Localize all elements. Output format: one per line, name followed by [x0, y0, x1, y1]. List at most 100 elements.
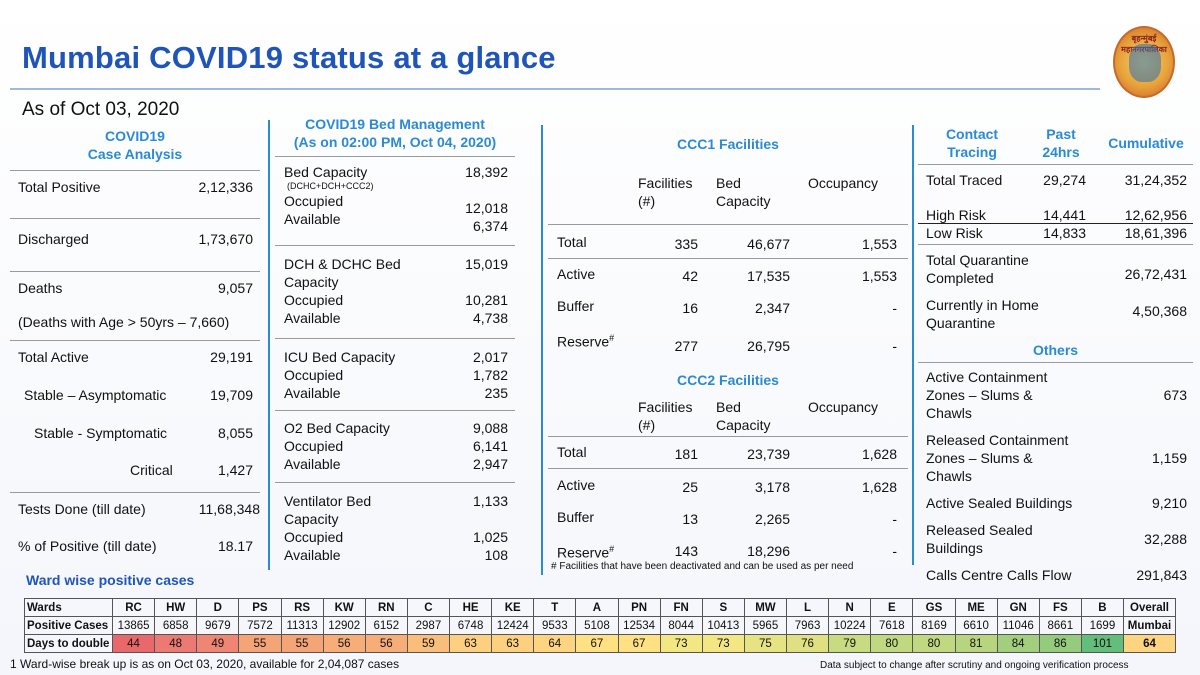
ccc1-total-occupancy: 1,553: [861, 236, 897, 252]
overall-header-cell: Overall: [1123, 598, 1176, 617]
bed-available-value: 6,374: [472, 218, 508, 234]
tq-value: 26,72,431: [1124, 266, 1187, 282]
total-positive-value: 2,12,336: [198, 179, 254, 195]
total-active-value: 29,191: [210, 349, 253, 365]
ccc2-buffer-facilities: 13: [682, 511, 698, 527]
ward-name-cell: RS: [280, 598, 324, 617]
ward-positive-cell: 13865: [111, 616, 156, 635]
ward-positive-cell: 1699: [1080, 616, 1125, 635]
ward-positive-cell: 12534: [617, 616, 661, 635]
logo-text: बृहन्मुंबई महानगरपालिका: [1121, 34, 1167, 54]
ccc2-reserve-occupancy: -: [892, 543, 897, 559]
ward-name-cell: HE: [448, 598, 493, 617]
ward-positive-cell: 6610: [954, 616, 998, 635]
bed-capacity-label: Bed Capacity: [284, 164, 368, 180]
past-24hrs-heading: Past 24hrs: [1030, 125, 1092, 161]
dch-occupied-value: 10,281: [465, 292, 508, 308]
ward-positive-cell: 5965: [743, 616, 788, 635]
tq-label-1: Total Quarantine: [926, 252, 1029, 268]
ward-name-cell: FN: [659, 598, 703, 617]
as-of-date: As of Oct 03, 2020: [22, 99, 180, 120]
total-positive-label: Total Positive: [18, 179, 101, 195]
high-risk-cumulative: 12,62,956: [1124, 207, 1187, 223]
bed-management-heading: COVID19 Bed Management (As on 02:00 PM, …: [275, 115, 515, 151]
ccc1-reserve-label: Reserve#: [557, 329, 614, 351]
ward-days-cell: 80: [912, 634, 956, 653]
ward-name-cell: FS: [1038, 598, 1082, 617]
ward-positive-cell: 6152: [364, 616, 408, 635]
ward-positive-cell: 9679: [196, 616, 240, 635]
ccc2-total-occupancy: 1,628: [861, 446, 897, 462]
ward-days-cell: 73: [701, 634, 745, 653]
ward-days-cell: 55: [280, 634, 324, 653]
ward-name-cell: A: [575, 598, 619, 617]
ward-positive-cell: 10413: [701, 616, 745, 635]
ward-name-cell: RN: [364, 598, 408, 617]
past-heading-1: Past: [1046, 126, 1076, 142]
ccc1-reserve-bed: 26,795: [747, 338, 790, 354]
bed-heading-2: (As on 02:00 PM, Oct 04, 2020): [293, 134, 497, 150]
dch-capacity-value: 15,019: [465, 256, 508, 272]
o2-available-label: Available: [284, 456, 341, 472]
ward-positive-cell: 11313: [280, 616, 324, 635]
ccc1-active-occupancy: 1,553: [861, 268, 897, 284]
bmc-logo: बृहन्मुंबई महानगरपालिका: [1113, 26, 1175, 98]
ward-days-cell: 101: [1080, 634, 1125, 653]
ward-days-cell: 67: [617, 634, 661, 653]
bed-capacity-value: 18,392: [465, 164, 508, 180]
ward-days-cell: 84: [996, 634, 1040, 653]
ccc2-active-bed: 3,178: [754, 479, 790, 495]
ct-heading-2: Tracing: [947, 144, 997, 160]
ward-row-positive: Positive Cases 13865 6858 9679 7572 11313 129…: [24, 616, 1176, 635]
wards-row-label: Wards: [24, 598, 113, 617]
pct-positive-value: 18.17: [217, 538, 253, 554]
ward-days-cell: 64: [533, 634, 577, 653]
ward-positive-cell: 10224: [828, 616, 872, 635]
tests-label: Tests Done (till date): [18, 501, 146, 517]
rsb-label-2: Buildings: [926, 540, 983, 556]
ward-name-cell: MW: [743, 598, 788, 617]
ccc1-col-bed-2: Capacity: [716, 193, 771, 209]
o2-occupied-label: Occupied: [284, 438, 344, 454]
home-q-label-1: Currently in Home: [926, 297, 1039, 313]
bed-occupied-value: 12,018: [465, 200, 508, 216]
ccc1-col-bed-1: Bed: [716, 175, 741, 191]
ccc2-reserve-mark: #: [609, 544, 615, 554]
stable-sym-label: Stable - Symptomatic: [34, 425, 168, 441]
low-risk-cumulative: 18,61,396: [1124, 225, 1187, 241]
acz-label-3: Chawls: [926, 405, 972, 421]
ward-days-cell: 56: [322, 634, 366, 653]
case-analysis-heading-1: COVID19: [105, 128, 165, 144]
ward-positive-cell: 9533: [533, 616, 577, 635]
ccc2-total-label: Total: [557, 444, 587, 460]
contact-tracing-heading: Contact Tracing: [930, 125, 1014, 161]
case-analysis-heading-2: Case Analysis: [87, 146, 183, 162]
vent-label-1: Ventilator Bed: [284, 493, 372, 509]
o2-occupied-value: 6,141: [472, 438, 508, 454]
o2-label: O2 Bed Capacity: [284, 420, 390, 436]
ward-positive-cell: 5108: [575, 616, 619, 635]
ward-name-cell: KW: [322, 598, 366, 617]
dch-occupied-label: Occupied: [284, 292, 344, 308]
asb-label: Active Sealed Buildings: [926, 495, 1073, 511]
ccc1-col-occupancy: Occupancy: [808, 175, 879, 191]
bed-available-label: Available: [284, 211, 341, 227]
ccc2-reserve-text: Reserve: [557, 544, 610, 561]
discharged-value: 1,73,670: [198, 231, 254, 247]
ward-name-cell: L: [785, 598, 830, 617]
ward-days-cell: 79: [828, 634, 872, 653]
ward-name-cell: E: [870, 598, 914, 617]
ward-positive-cell: 8661: [1038, 616, 1082, 635]
vent-occupied-label: Occupied: [284, 529, 344, 545]
ccc1-col-facilities-1: Facilities: [638, 175, 693, 191]
bed-occupied-label: Occupied: [284, 193, 344, 209]
column-divider-1: [268, 120, 270, 570]
total-traced-past: 29,274: [1043, 172, 1086, 188]
ward-name-cell: C: [406, 598, 451, 617]
ward-name-cell: GS: [912, 598, 956, 617]
ccc1-total-label: Total: [557, 234, 587, 250]
icu-available-value: 235: [484, 385, 508, 401]
ward-table-title: Ward wise positive cases: [26, 572, 195, 588]
ward-days-cell: 48: [154, 634, 198, 653]
dch-available-value: 4,738: [472, 310, 508, 326]
